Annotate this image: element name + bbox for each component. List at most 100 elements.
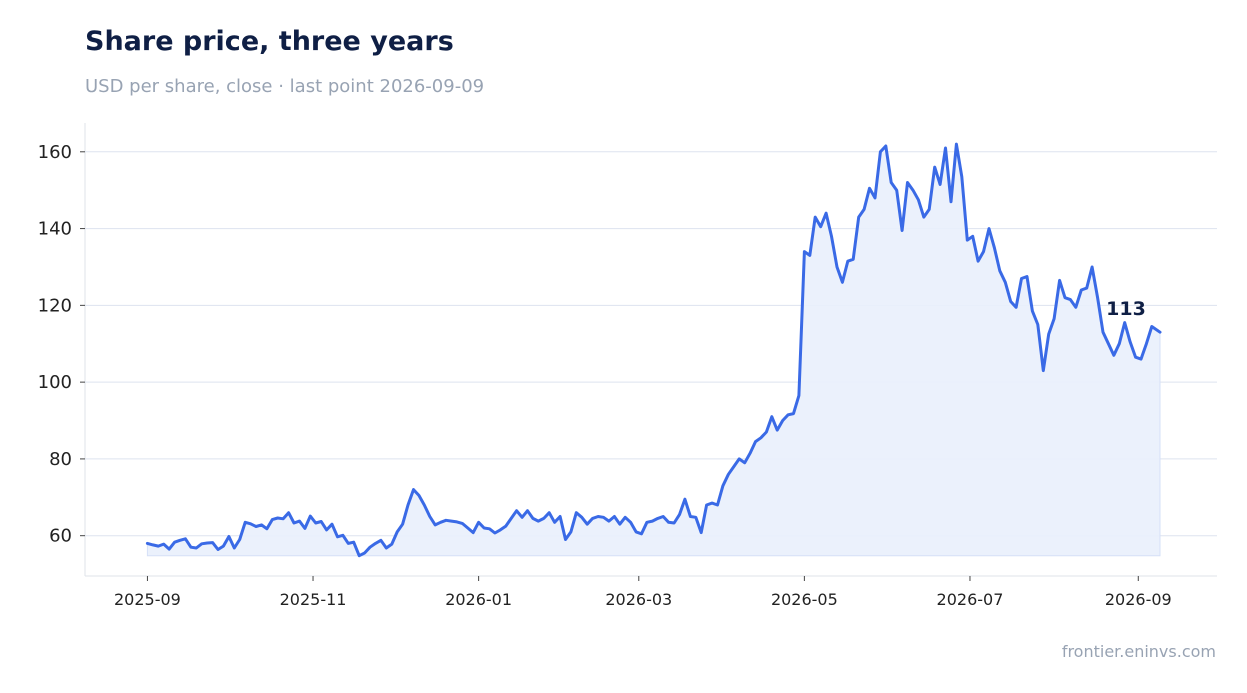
data-point bbox=[548, 511, 551, 514]
data-point bbox=[499, 528, 502, 531]
data-point bbox=[1107, 342, 1110, 345]
x-tick-label: 2025-09 bbox=[114, 590, 181, 609]
chart-title: Share price, three years bbox=[85, 26, 454, 57]
data-point bbox=[157, 545, 160, 548]
data-point bbox=[618, 523, 621, 526]
data-point bbox=[303, 527, 306, 530]
x-tick-label: 2026-01 bbox=[445, 590, 512, 609]
x-tick-label: 2025-11 bbox=[280, 590, 347, 609]
y-axis-ticks: 60 80 100 120 140 160 bbox=[38, 142, 85, 547]
data-point bbox=[1118, 342, 1121, 345]
data-point bbox=[819, 225, 822, 228]
data-point bbox=[711, 502, 714, 505]
data-point bbox=[917, 198, 920, 201]
data-point bbox=[564, 538, 567, 541]
data-point bbox=[455, 520, 458, 523]
data-point bbox=[526, 509, 529, 512]
data-point bbox=[347, 542, 350, 545]
data-point bbox=[314, 522, 317, 525]
data-point bbox=[325, 528, 328, 531]
data-point bbox=[825, 212, 828, 215]
data-point bbox=[537, 520, 540, 523]
data-point bbox=[200, 542, 203, 545]
data-point bbox=[1085, 287, 1088, 290]
data-point bbox=[222, 545, 225, 548]
data-point bbox=[1047, 333, 1050, 336]
data-point bbox=[884, 145, 887, 148]
data-point bbox=[569, 530, 572, 533]
data-point bbox=[428, 515, 431, 518]
data-point bbox=[260, 523, 263, 526]
data-point bbox=[966, 239, 969, 242]
data-point bbox=[271, 518, 274, 521]
data-point bbox=[656, 517, 659, 520]
last-value-label: 113 bbox=[1106, 298, 1146, 320]
data-point bbox=[651, 520, 654, 523]
data-point bbox=[781, 419, 784, 422]
data-point bbox=[515, 509, 518, 512]
data-point bbox=[955, 143, 958, 146]
data-point bbox=[1123, 321, 1126, 324]
data-point bbox=[1053, 317, 1056, 320]
data-point bbox=[1145, 342, 1148, 345]
data-point bbox=[591, 517, 594, 520]
data-point bbox=[1058, 279, 1061, 282]
data-point bbox=[559, 515, 562, 518]
data-point bbox=[776, 429, 779, 432]
data-point bbox=[852, 258, 855, 261]
data-point bbox=[797, 394, 800, 397]
data-point bbox=[1036, 323, 1039, 326]
data-point bbox=[1091, 266, 1094, 269]
data-point bbox=[233, 547, 236, 550]
price-line bbox=[145, 142, 1162, 558]
data-point bbox=[944, 147, 947, 150]
data-point bbox=[727, 473, 730, 476]
data-point bbox=[721, 484, 724, 487]
data-point bbox=[385, 547, 388, 550]
data-point bbox=[336, 535, 339, 538]
data-point bbox=[738, 457, 741, 460]
data-point bbox=[922, 216, 925, 219]
x-tick-label: 2026-09 bbox=[1105, 590, 1172, 609]
data-point bbox=[830, 235, 833, 238]
data-point bbox=[640, 532, 643, 535]
data-point bbox=[1080, 289, 1083, 292]
y-tick-label: 100 bbox=[38, 372, 72, 393]
data-point bbox=[863, 208, 866, 211]
data-point bbox=[787, 413, 790, 416]
data-point bbox=[352, 541, 355, 544]
data-point bbox=[276, 517, 279, 520]
x-tick-label: 2026-03 bbox=[605, 590, 672, 609]
x-axis-ticks: 2025-09 2025-11 2026-01 2026-03 2026-05 2026-… bbox=[114, 576, 1172, 609]
data-point bbox=[700, 531, 703, 534]
data-point bbox=[689, 515, 692, 518]
data-point bbox=[759, 436, 762, 439]
chart-subtitle: USD per share, close · last point 2026-0… bbox=[85, 76, 485, 97]
data-point bbox=[1009, 300, 1012, 303]
data-point bbox=[379, 539, 382, 542]
data-point bbox=[890, 181, 893, 184]
data-point bbox=[629, 521, 632, 524]
data-point bbox=[461, 522, 464, 525]
y-tick-label: 140 bbox=[38, 219, 72, 240]
price-area bbox=[146, 144, 1161, 557]
data-point bbox=[993, 246, 996, 249]
y-tick-label: 80 bbox=[49, 449, 72, 470]
data-point bbox=[211, 541, 214, 544]
data-point bbox=[510, 517, 513, 520]
data-point bbox=[754, 440, 757, 443]
data-point bbox=[1134, 356, 1137, 359]
data-point bbox=[531, 517, 534, 520]
data-point bbox=[836, 266, 839, 269]
data-point bbox=[580, 516, 583, 519]
data-point bbox=[189, 546, 192, 549]
data-point bbox=[434, 523, 437, 526]
data-point bbox=[238, 538, 241, 541]
data-point bbox=[998, 269, 1001, 272]
data-point bbox=[928, 208, 931, 211]
data-point bbox=[331, 523, 334, 526]
data-point bbox=[662, 515, 665, 518]
data-point bbox=[151, 543, 154, 546]
data-point bbox=[1004, 281, 1007, 284]
